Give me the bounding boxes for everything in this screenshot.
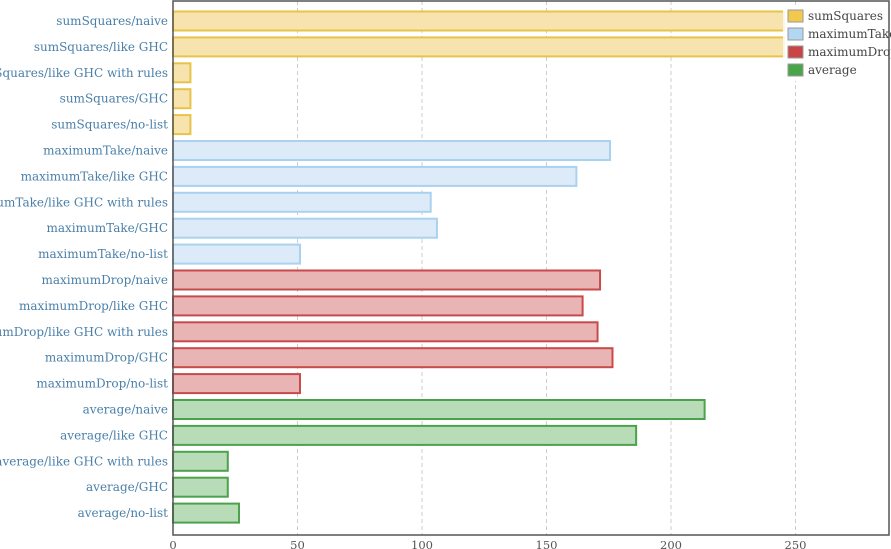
bar: [172, 450, 229, 472]
category-label: maximumTake/like GHC: [21, 169, 168, 183]
category-label: sumSquares/naive: [56, 14, 168, 28]
category-label: maximumDrop/naive: [41, 273, 168, 287]
category-label: maximumTake/naive: [43, 144, 168, 158]
bar: [172, 476, 229, 498]
bar: [172, 36, 785, 58]
bar: [172, 243, 301, 265]
legend-label: maximumTake: [808, 27, 891, 41]
category-label: maximumDrop/like GHC with rules: [0, 325, 168, 339]
bar: [172, 502, 240, 524]
legend-swatch: [787, 45, 804, 59]
legend-label: maximumDrop: [808, 45, 891, 59]
bar: [172, 191, 432, 213]
category-label: sumSquares/no-list: [51, 118, 168, 132]
legend-swatch: [787, 63, 804, 77]
category-label: maximumDrop/no-list: [36, 377, 168, 391]
bar: [172, 347, 614, 369]
x-tick-label: 150: [536, 538, 558, 549]
grid-lines: [297, 1, 796, 535]
bar: [172, 269, 602, 291]
legend-label: average: [808, 63, 857, 77]
category-labels: sumSquares/naive sumSquares/like GHC sumSq…: [0, 14, 168, 520]
category-label: average/like GHC: [60, 428, 168, 442]
category-label: maximumDrop/GHC: [45, 351, 168, 365]
bar: [172, 165, 578, 187]
legend-swatch: [787, 9, 804, 23]
legend-swatch: [787, 27, 804, 41]
plot-frame: [172, 0, 890, 536]
bar: [172, 140, 611, 161]
bar: [172, 217, 438, 239]
bars: [172, 10, 785, 524]
x-axis-ticks: 0 50 100 150 200 250: [169, 538, 806, 549]
category-label: sumSquares/like GHC: [34, 40, 168, 54]
x-tick-label: 100: [411, 538, 433, 549]
x-tick-label: 0: [169, 538, 176, 549]
bar: [172, 295, 584, 317]
category-label: maximumTake/GHC: [47, 221, 169, 235]
bar: [172, 114, 192, 136]
bar: [172, 321, 599, 343]
x-tick-label: 200: [660, 538, 682, 549]
legend: sumSquares maximumTake maximumDrop average: [783, 5, 891, 81]
category-label: average/no-list: [78, 506, 169, 520]
category-label: sumSquares/like GHC with rules: [0, 66, 168, 80]
x-tick-label: 50: [290, 538, 305, 549]
category-label: maximumDrop/like GHC: [19, 299, 168, 313]
category-label: average/GHC: [86, 480, 168, 494]
bar: [172, 424, 638, 446]
category-label: maximumTake/like GHC with rules: [0, 195, 168, 209]
bar: [172, 10, 785, 32]
category-label: sumSquares/GHC: [60, 92, 168, 106]
category-label: average/naive: [83, 403, 168, 417]
bar: [172, 62, 192, 84]
bar: [172, 88, 192, 110]
legend-label: sumSquares: [808, 9, 883, 23]
x-tick-label: 250: [785, 538, 807, 549]
category-label: average/like GHC with rules: [0, 454, 168, 468]
category-label: maximumTake/no-list: [38, 247, 168, 261]
bar: [172, 373, 301, 395]
bar: [172, 399, 706, 420]
